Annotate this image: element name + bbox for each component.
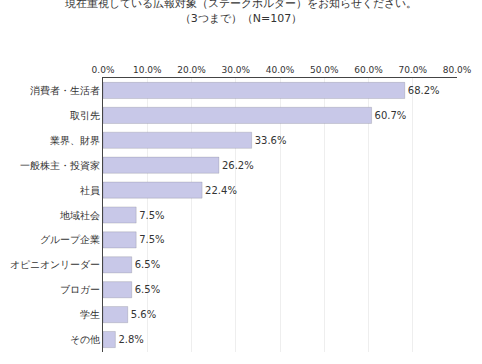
svg-text:消費者・生活者: 消費者・生活者: [30, 85, 100, 96]
svg-text:5.6%: 5.6%: [131, 309, 156, 320]
svg-text:50.0%: 50.0%: [310, 65, 339, 75]
svg-text:33.6%: 33.6%: [255, 135, 287, 146]
svg-text:オピニオンリーダー: オピニオンリーダー: [10, 259, 100, 270]
svg-text:6.5%: 6.5%: [135, 259, 160, 270]
svg-text:60.0%: 60.0%: [354, 65, 383, 75]
svg-text:80.0%: 80.0%: [443, 65, 472, 75]
svg-text:取引先: 取引先: [70, 110, 100, 121]
svg-text:70.0%: 70.0%: [398, 65, 427, 75]
svg-text:業界、財界: 業界、財界: [50, 135, 100, 146]
svg-text:68.2%: 68.2%: [408, 85, 440, 96]
svg-text:40.0%: 40.0%: [266, 65, 295, 75]
svg-text:7.5%: 7.5%: [139, 210, 164, 221]
svg-text:ブロガー: ブロガー: [60, 284, 100, 295]
svg-text:0.0%: 0.0%: [92, 65, 115, 75]
svg-text:60.7%: 60.7%: [375, 110, 407, 121]
svg-text:7.5%: 7.5%: [139, 234, 164, 245]
svg-text:20.0%: 20.0%: [177, 65, 206, 75]
svg-text:30.0%: 30.0%: [221, 65, 250, 75]
svg-text:一般株主・投資家: 一般株主・投資家: [20, 160, 100, 171]
svg-text:22.4%: 22.4%: [205, 185, 237, 196]
svg-text:10.0%: 10.0%: [133, 65, 162, 75]
svg-text:2.8%: 2.8%: [118, 334, 143, 345]
svg-text:26.2%: 26.2%: [222, 160, 254, 171]
svg-text:現在重視している広報対象（ステークホルダー）をお知らせくださ: 現在重視している広報対象（ステークホルダー）をお知らせください。（3つまで）（N…: [65, 0, 417, 25]
svg-text:地域社会: 地域社会: [59, 210, 100, 221]
svg-text:6.5%: 6.5%: [135, 284, 160, 295]
svg-text:グループ企業: グループ企業: [40, 234, 100, 245]
svg-text:その他: その他: [70, 334, 100, 345]
svg-text:社員: 社員: [80, 185, 100, 196]
svg-text:学生: 学生: [80, 309, 100, 320]
